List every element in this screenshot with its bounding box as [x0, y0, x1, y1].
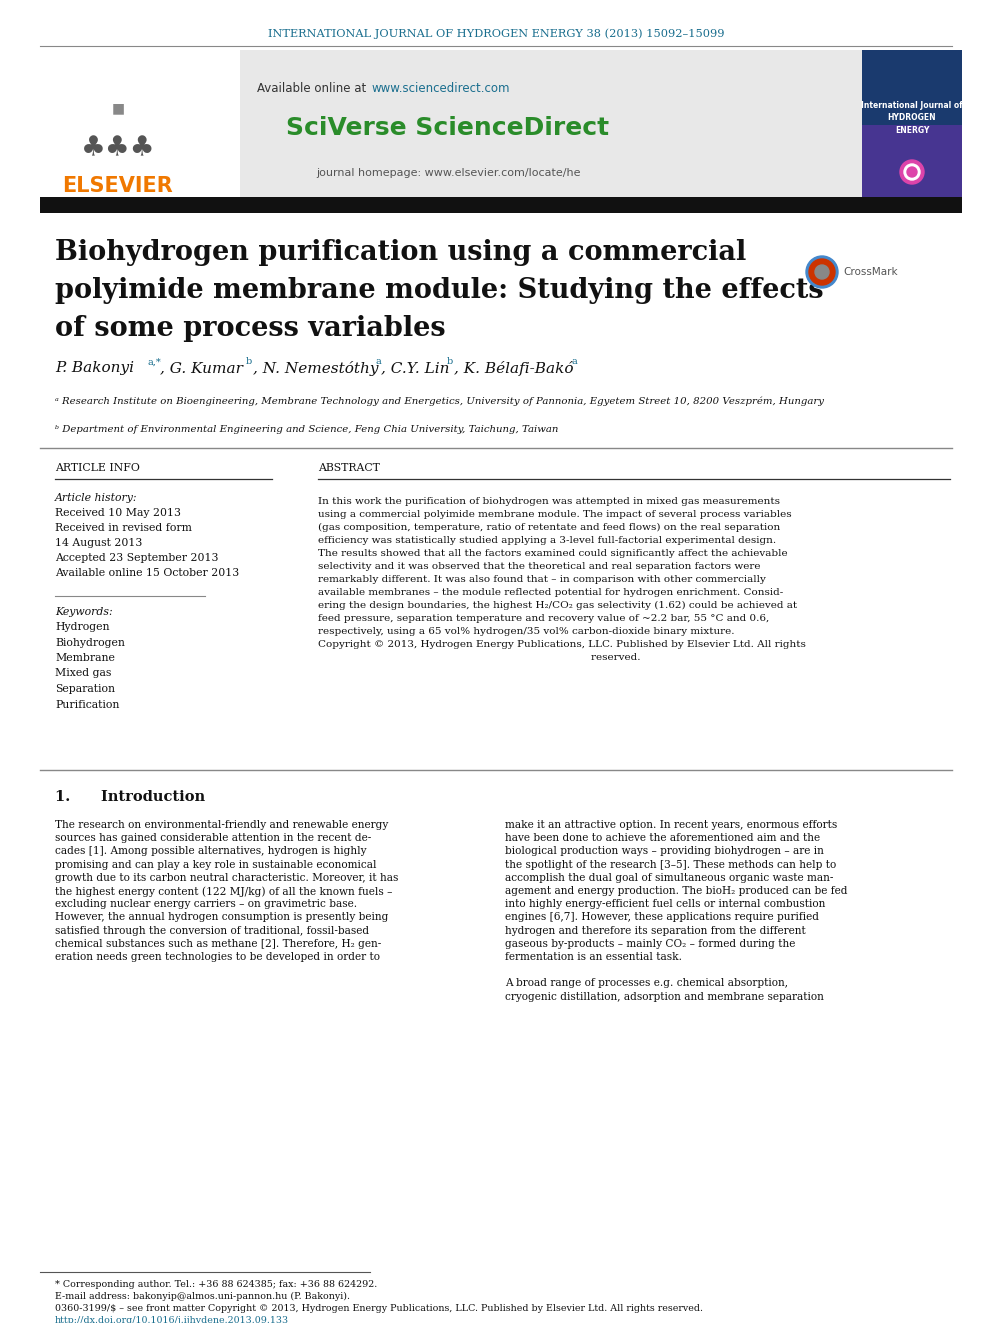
Circle shape — [907, 167, 917, 177]
Text: Article history:: Article history: — [55, 493, 138, 503]
Text: E-mail address: bakonyip@almos.uni-pannon.hu (P. Bakonyi).: E-mail address: bakonyip@almos.uni-panno… — [55, 1293, 350, 1301]
Text: ELSEVIER: ELSEVIER — [62, 176, 174, 196]
Text: ᵃ Research Institute on Bioengineering, Membrane Technology and Energetics, Univ: ᵃ Research Institute on Bioengineering, … — [55, 396, 824, 406]
FancyBboxPatch shape — [40, 50, 240, 200]
Text: * Corresponding author. Tel.: +36 88 624385; fax: +36 88 624292.: * Corresponding author. Tel.: +36 88 624… — [55, 1279, 377, 1289]
Text: b: b — [246, 357, 252, 366]
Text: In this work the purification of biohydrogen was attempted in mixed gas measurem: In this work the purification of biohydr… — [318, 497, 780, 505]
FancyBboxPatch shape — [862, 50, 962, 200]
Text: http://dx.doi.org/10.1016/j.ijhydene.2013.09.133: http://dx.doi.org/10.1016/j.ijhydene.201… — [55, 1316, 289, 1323]
Text: accomplish the dual goal of simultaneous organic waste man-: accomplish the dual goal of simultaneous… — [505, 873, 833, 882]
Text: a,*: a,* — [148, 357, 162, 366]
Text: 14 August 2013: 14 August 2013 — [55, 538, 143, 548]
Text: efficiency was statistically studied applying a 3-level full-factorial experimen: efficiency was statistically studied app… — [318, 536, 776, 545]
Text: Received 10 May 2013: Received 10 May 2013 — [55, 508, 181, 519]
Text: Received in revised form: Received in revised form — [55, 523, 191, 533]
Text: cryogenic distillation, adsorption and membrane separation: cryogenic distillation, adsorption and m… — [505, 992, 824, 1002]
Circle shape — [806, 255, 838, 288]
Text: agement and energy production. The bioH₂ produced can be fed: agement and energy production. The bioH₂… — [505, 886, 847, 896]
Text: ♣♣♣: ♣♣♣ — [80, 134, 156, 161]
Text: using a commercial polyimide membrane module. The impact of several process vari: using a commercial polyimide membrane mo… — [318, 509, 792, 519]
Circle shape — [809, 259, 835, 284]
Text: a: a — [572, 357, 577, 366]
Text: Available online 15 October 2013: Available online 15 October 2013 — [55, 568, 239, 578]
Text: growth due to its carbon neutral characteristic. Moreover, it has: growth due to its carbon neutral charact… — [55, 873, 399, 882]
Text: , K. Bélafi-Bakó: , K. Bélafi-Bakó — [454, 360, 573, 376]
Text: remarkably different. It was also found that – in comparison with other commerci: remarkably different. It was also found … — [318, 576, 766, 583]
Text: Mixed gas: Mixed gas — [55, 668, 111, 679]
Text: respectively, using a 65 vol% hydrogen/35 vol% carbon-dioxide binary mixture.: respectively, using a 65 vol% hydrogen/3… — [318, 627, 734, 636]
Text: A broad range of processes e.g. chemical absorption,: A broad range of processes e.g. chemical… — [505, 979, 788, 988]
Text: , N. Nemestóthy: , N. Nemestóthy — [253, 360, 379, 376]
Text: , G. Kumar: , G. Kumar — [160, 361, 243, 374]
Text: satisfied through the conversion of traditional, fossil-based: satisfied through the conversion of trad… — [55, 926, 369, 935]
Text: Biohydrogen purification using a commercial: Biohydrogen purification using a commerc… — [55, 238, 746, 266]
Text: 1.      Introduction: 1. Introduction — [55, 790, 205, 804]
Text: a: a — [375, 357, 381, 366]
Text: Copyright © 2013, Hydrogen Energy Publications, LLC. Published by Elsevier Ltd. : Copyright © 2013, Hydrogen Energy Public… — [318, 640, 806, 650]
FancyBboxPatch shape — [862, 124, 962, 200]
Text: hydrogen and therefore its separation from the different: hydrogen and therefore its separation fr… — [505, 926, 806, 935]
Text: promising and can play a key role in sustainable economical: promising and can play a key role in sus… — [55, 860, 377, 869]
Text: ering the design boundaries, the highest H₂/CO₂ gas selectivity (1.62) could be : ering the design boundaries, the highest… — [318, 601, 798, 610]
Text: excluding nuclear energy carriers – on gravimetric base.: excluding nuclear energy carriers – on g… — [55, 900, 357, 909]
Text: (gas composition, temperature, ratio of retentate and feed flows) on the real se: (gas composition, temperature, ratio of … — [318, 523, 781, 532]
Text: the highest energy content (122 MJ/kg) of all the known fuels –: the highest energy content (122 MJ/kg) o… — [55, 886, 393, 897]
Text: ABSTRACT: ABSTRACT — [318, 463, 380, 474]
Text: www.sciencedirect.com: www.sciencedirect.com — [372, 82, 511, 94]
Text: the spotlight of the research [3–5]. These methods can help to: the spotlight of the research [3–5]. The… — [505, 860, 836, 869]
Text: polyimide membrane module: Studying the effects: polyimide membrane module: Studying the … — [55, 277, 823, 303]
Text: eration needs green technologies to be developed in order to: eration needs green technologies to be d… — [55, 953, 380, 962]
Text: into highly energy-efficient fuel cells or internal combustion: into highly energy-efficient fuel cells … — [505, 900, 825, 909]
Text: Biohydrogen: Biohydrogen — [55, 638, 125, 647]
Text: Available online at: Available online at — [257, 82, 370, 94]
Text: feed pressure, separation temperature and recovery value of ~2.2 bar, 55 °C and : feed pressure, separation temperature an… — [318, 614, 769, 623]
Text: chemical substances such as methane [2]. Therefore, H₂ gen-: chemical substances such as methane [2].… — [55, 939, 381, 949]
Text: However, the annual hydrogen consumption is presently being: However, the annual hydrogen consumption… — [55, 913, 389, 922]
Text: P. Bakonyi: P. Bakonyi — [55, 361, 134, 374]
Text: make it an attractive option. In recent years, enormous efforts: make it an attractive option. In recent … — [505, 820, 837, 830]
Text: CrossMark: CrossMark — [843, 267, 898, 277]
Text: gaseous by-products – mainly CO₂ – formed during the: gaseous by-products – mainly CO₂ – forme… — [505, 939, 796, 949]
Circle shape — [815, 265, 829, 279]
FancyBboxPatch shape — [40, 50, 862, 200]
Text: sources has gained considerable attention in the recent de-: sources has gained considerable attentio… — [55, 833, 371, 843]
Text: journal homepage: www.elsevier.com/locate/he: journal homepage: www.elsevier.com/locat… — [315, 168, 580, 179]
Text: Accepted 23 September 2013: Accepted 23 September 2013 — [55, 553, 218, 564]
Text: have been done to achieve the aforementioned aim and the: have been done to achieve the aforementi… — [505, 833, 820, 843]
FancyBboxPatch shape — [40, 197, 962, 213]
Text: Membrane: Membrane — [55, 654, 115, 663]
Text: available membranes – the module reflected potential for hydrogen enrichment. Co: available membranes – the module reflect… — [318, 587, 784, 597]
Text: Keywords:: Keywords: — [55, 607, 113, 617]
Text: ■: ■ — [111, 101, 125, 115]
Text: Purification: Purification — [55, 700, 119, 709]
Text: cades [1]. Among possible alternatives, hydrogen is highly: cades [1]. Among possible alternatives, … — [55, 847, 366, 856]
Text: of some process variables: of some process variables — [55, 315, 445, 341]
Text: INTERNATIONAL JOURNAL OF HYDROGEN ENERGY 38 (2013) 15092–15099: INTERNATIONAL JOURNAL OF HYDROGEN ENERGY… — [268, 29, 724, 40]
Text: SciVerse ScienceDirect: SciVerse ScienceDirect — [287, 116, 609, 140]
Text: biological production ways – providing biohydrogen – are in: biological production ways – providing b… — [505, 847, 824, 856]
Text: engines [6,7]. However, these applications require purified: engines [6,7]. However, these applicatio… — [505, 913, 819, 922]
Text: The results showed that all the factors examined could significantly affect the : The results showed that all the factors … — [318, 549, 788, 558]
Circle shape — [900, 160, 924, 184]
Text: The research on environmental-friendly and renewable energy: The research on environmental-friendly a… — [55, 820, 388, 830]
Text: International Journal of
HYDROGEN
ENERGY: International Journal of HYDROGEN ENERGY — [861, 101, 963, 135]
Circle shape — [904, 164, 920, 180]
Text: ᵇ Department of Environmental Engineering and Science, Feng Chia University, Tai: ᵇ Department of Environmental Engineerin… — [55, 425, 558, 434]
Text: fermentation is an essential task.: fermentation is an essential task. — [505, 953, 682, 962]
Text: ARTICLE INFO: ARTICLE INFO — [55, 463, 140, 474]
Text: b: b — [447, 357, 453, 366]
Text: Hydrogen: Hydrogen — [55, 622, 109, 632]
Text: , C.Y. Lin: , C.Y. Lin — [381, 361, 449, 374]
Text: selectivity and it was observed that the theoretical and real separation factors: selectivity and it was observed that the… — [318, 562, 761, 572]
Text: 0360-3199/$ – see front matter Copyright © 2013, Hydrogen Energy Publications, L: 0360-3199/$ – see front matter Copyright… — [55, 1304, 703, 1312]
Text: Separation: Separation — [55, 684, 115, 695]
Text: reserved.: reserved. — [318, 654, 641, 662]
